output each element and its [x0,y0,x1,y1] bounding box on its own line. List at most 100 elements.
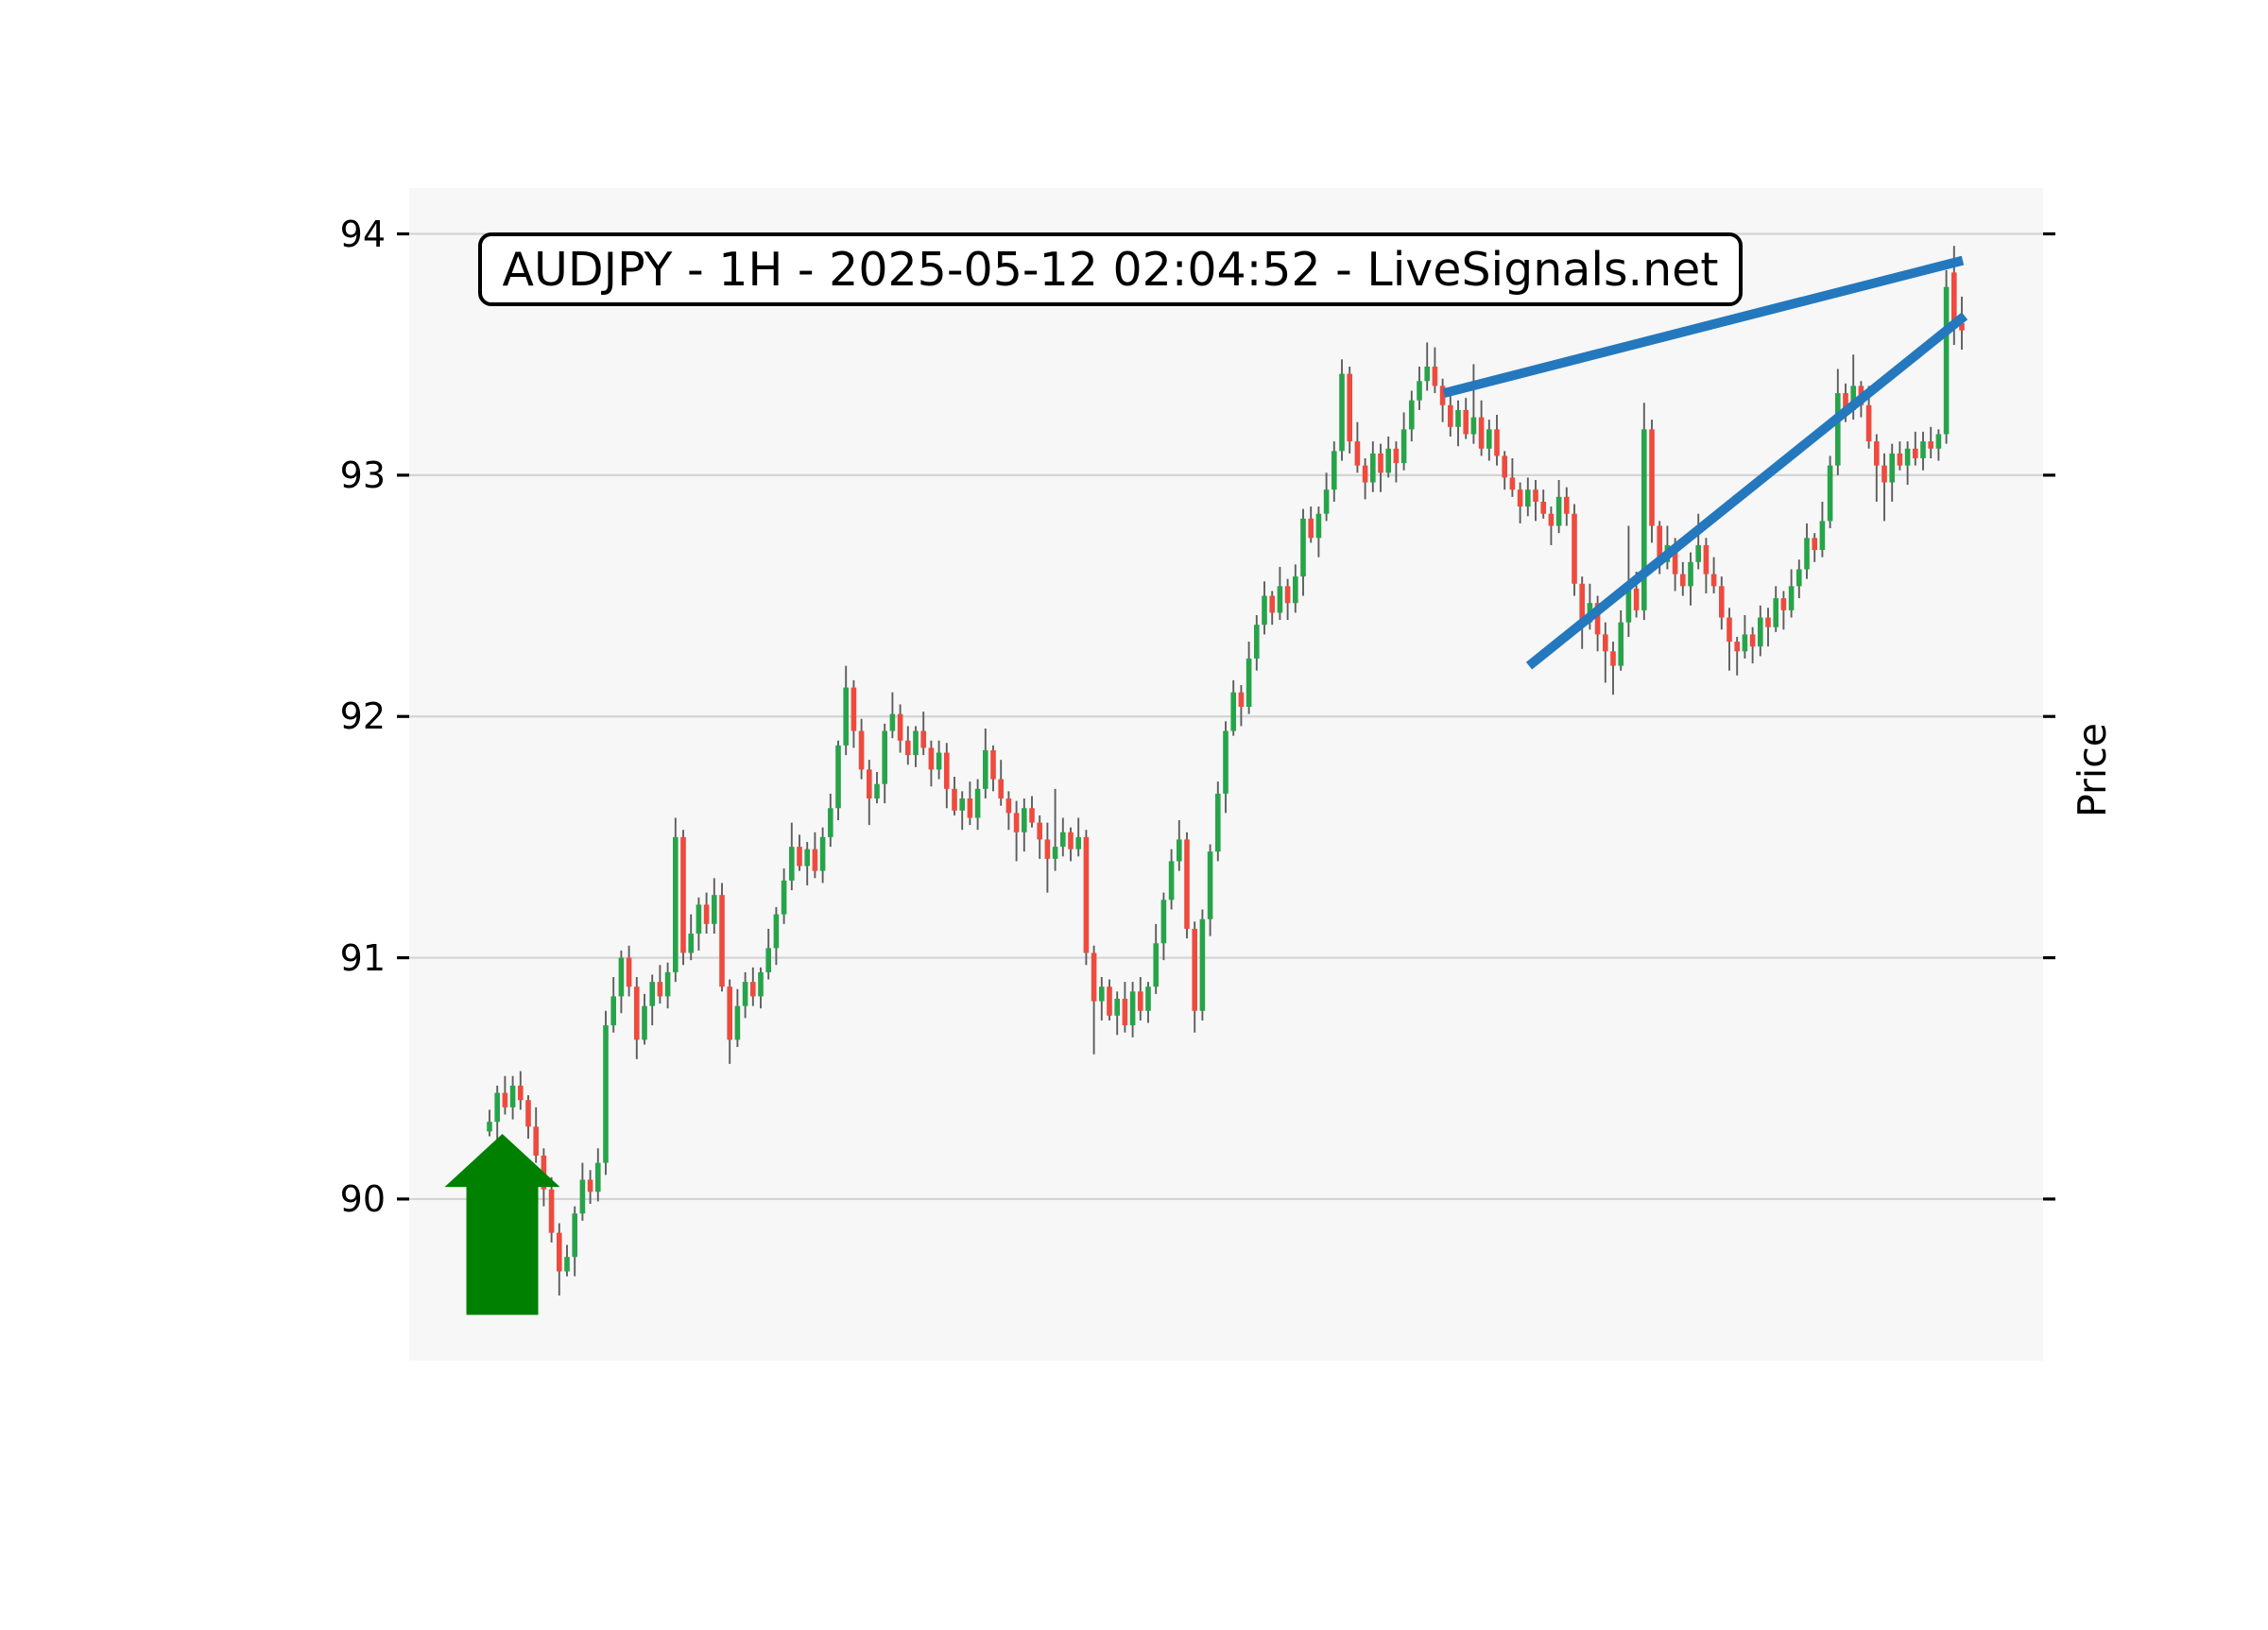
candle-78 [1091,945,1097,1055]
candle-body-down [905,740,911,756]
candle-92 [1199,909,1206,1021]
candle-body-up [758,971,764,997]
candle-body-down [548,1189,555,1233]
candle-45 [835,740,841,821]
candle-94 [1215,781,1221,862]
candle-145 [1610,642,1616,695]
candle-body-down [1897,453,1903,466]
candle-body-up [874,783,880,799]
candle-14 [595,1148,601,1202]
candle-body-down [1184,839,1190,929]
candle-body-down [1649,429,1655,526]
candle-body-down [525,1100,531,1127]
candle-body-up [1409,400,1415,430]
candle-body-down [518,1085,524,1101]
candle-body-up [1052,847,1058,859]
candle-body-up [1400,429,1407,464]
candle-body-up [1525,489,1531,507]
candle-108 [1323,472,1330,522]
candle-body-up [1835,393,1841,466]
candle-134 [1525,477,1531,517]
candle-5 [525,1095,531,1140]
candle-27 [696,897,702,951]
candle-57 [928,740,935,787]
candle-171 [1812,533,1817,562]
candle-60 [952,777,957,815]
candle-129 [1486,420,1492,461]
chart-title-box: AUDJPY - 1H - 2025-05-12 02:04:52 - Live… [478,232,1743,306]
candle-159 [1719,576,1725,630]
candle-84 [1138,976,1143,1021]
candle-body-up [1688,561,1693,587]
candle-167 [1780,591,1787,630]
candle-91 [1192,921,1197,1033]
candle-body-up [509,1085,516,1107]
candle-body-down [1564,496,1570,514]
candle-body-down [1727,617,1732,643]
candle-163 [1749,626,1756,664]
candle-body-down [1083,836,1090,953]
candle-body-up [1246,658,1252,708]
candle-179 [1874,434,1880,502]
candle-body-down [1703,544,1710,575]
candle-body-up [1262,595,1267,626]
candle-161 [1734,636,1740,676]
candle-124 [1448,393,1453,438]
candle-87 [1160,892,1167,961]
candle-body-down [1579,583,1585,623]
candle-66 [998,760,1004,806]
candle-33 [742,971,748,1019]
candle-body-up [642,1005,647,1040]
candle-116 [1385,437,1391,478]
candle-body-down [557,1232,562,1272]
candle-body-up [843,687,849,746]
candle-157 [1703,538,1710,593]
y-axis-label: Price [2070,722,2115,818]
candle-46 [843,665,849,756]
candle-body-up [1424,366,1430,382]
candle-body-up [1323,489,1330,514]
candle-body-up [1300,518,1306,577]
candle-67 [1005,791,1012,831]
candle-162 [1742,614,1748,659]
candle-110 [1339,359,1345,461]
y-axis-tick-label-94: 94 [339,213,386,255]
candle-35 [758,967,764,1009]
candle-body-down [502,1092,508,1107]
candle-body-up [781,880,787,915]
candle-117 [1393,441,1400,483]
candle-body-up [742,982,748,1006]
candle-111 [1347,366,1352,454]
candle-body-up [1618,622,1624,666]
candle-47 [850,679,857,748]
candle-18 [626,945,632,997]
candle-75 [1068,827,1074,862]
candle-112 [1354,421,1361,473]
candle-133 [1517,482,1523,523]
candle-58 [936,740,942,780]
candle-183 [1904,441,1911,486]
candle-44 [828,793,833,848]
candle-body-down [990,749,996,780]
candle-82 [1122,982,1128,1033]
candle-body-down [1439,386,1446,405]
candle-body-up [1129,991,1136,1026]
candle-186 [1928,426,1933,458]
candle-128 [1478,400,1485,456]
candle-body-up [1788,586,1795,610]
candle-body-down [1354,441,1361,466]
candle-body-up [487,1122,492,1132]
candle-54 [905,726,911,765]
candle-body-up [734,1005,741,1040]
candle-56 [920,712,926,756]
candle-body-up [1486,429,1492,449]
candle-body-up [1060,832,1066,848]
candle-154 [1680,561,1686,596]
candle-13 [587,1170,593,1205]
candle-body-up [1145,987,1151,1011]
candle-100 [1262,581,1267,635]
candle-body-down [657,982,663,997]
candle-body-up [579,1179,586,1214]
candle-body-up [1470,417,1477,435]
candle-49 [867,760,872,826]
